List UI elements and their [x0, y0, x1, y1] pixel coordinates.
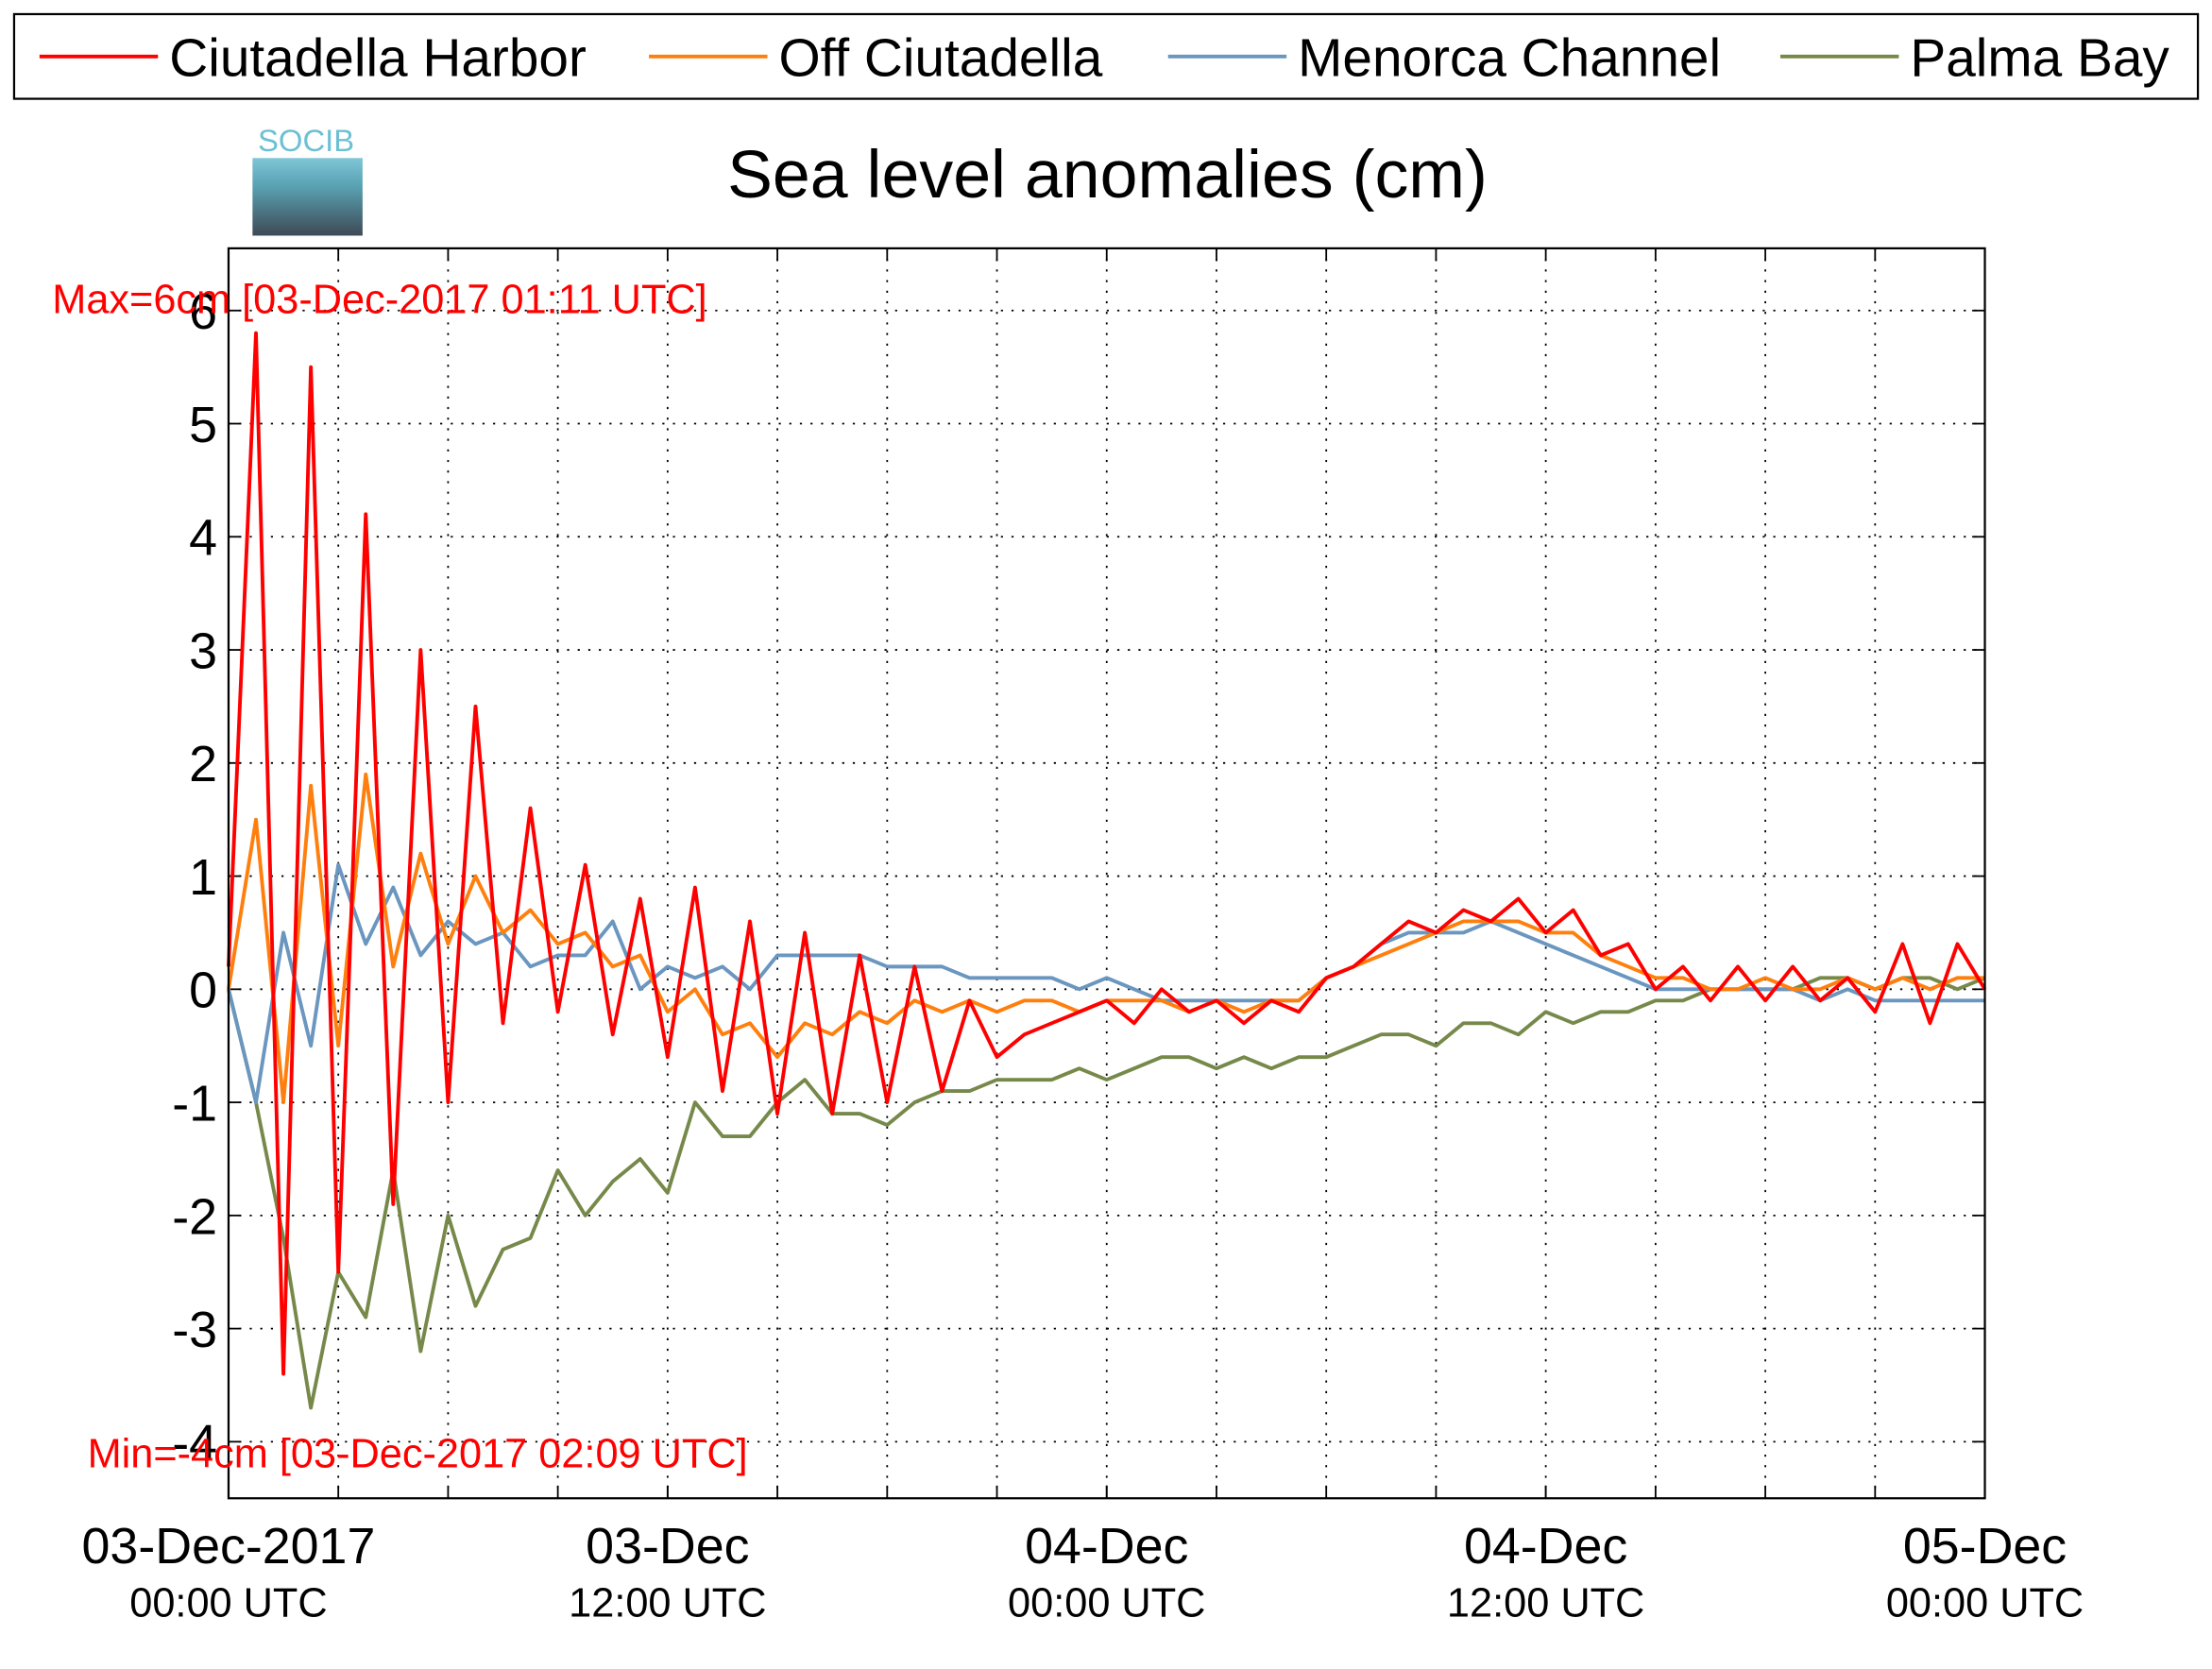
x-tick-label: 00:00 UTC [1886, 1581, 2084, 1626]
logo-text: SOCIB [258, 123, 354, 158]
legend-label: Palma Bay [1910, 29, 2169, 89]
legend-label: Menorca Channel [1298, 29, 1721, 89]
x-tick-label: 12:00 UTC [569, 1581, 766, 1626]
x-tick-label: 05-Dec [1903, 1518, 2067, 1575]
logo-image [252, 158, 363, 236]
annotation: Max=6cm [03-Dec-2017 01:11 UTC] [52, 278, 706, 323]
plot-frame [227, 247, 1986, 1500]
y-tick-label: 2 [189, 736, 217, 792]
annotation: Min=-4cm [03-Dec-2017 02:09 UTC] [88, 1431, 748, 1476]
x-tick-label: 03-Dec [586, 1518, 749, 1575]
x-tick-label: 04-Dec [1025, 1518, 1188, 1575]
series-line [227, 862, 1985, 1105]
legend-label: Off Ciutadella [778, 29, 1102, 89]
series-line [227, 331, 1987, 1376]
y-tick-label: -2 [172, 1188, 217, 1245]
x-tick-label: 04-Dec [1464, 1518, 1627, 1575]
x-tick-label: 03-Dec-2017 [82, 1518, 376, 1575]
y-tick-label: 3 [189, 622, 217, 679]
y-tick-label: -3 [172, 1302, 217, 1358]
x-tick-label: 00:00 UTC [1008, 1581, 1205, 1626]
logo: SOCIB [252, 123, 363, 236]
y-tick-label: 5 [189, 397, 217, 453]
y-tick-label: 1 [189, 849, 217, 906]
y-tick-label: -1 [172, 1076, 217, 1133]
y-tick-label: -4 [172, 1415, 217, 1472]
series-line [227, 976, 1986, 1410]
y-tick-label: 4 [189, 510, 217, 567]
y-tick-label: 0 [189, 962, 217, 1019]
legend-label: Ciutadella Harbor [169, 29, 587, 89]
x-tick-label: 12:00 UTC [1447, 1581, 1644, 1626]
x-tick-label: 00:00 UTC [129, 1581, 327, 1626]
chart-title: Sea level anomalies (cm) [727, 137, 1488, 213]
y-tick-label: 6 [189, 283, 217, 340]
